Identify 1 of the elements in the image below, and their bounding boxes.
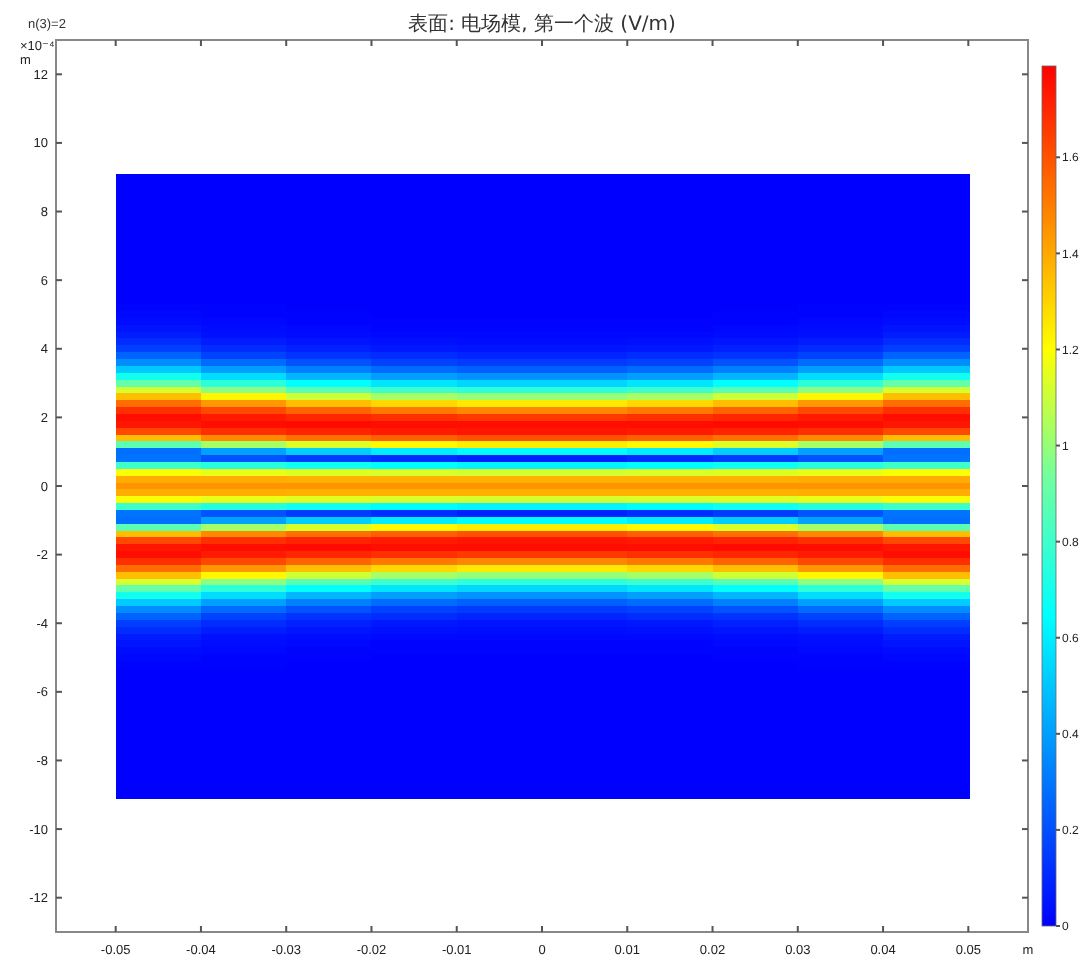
chart-title: 表面: 电场模, 第一个波 (V/m) xyxy=(408,12,677,36)
